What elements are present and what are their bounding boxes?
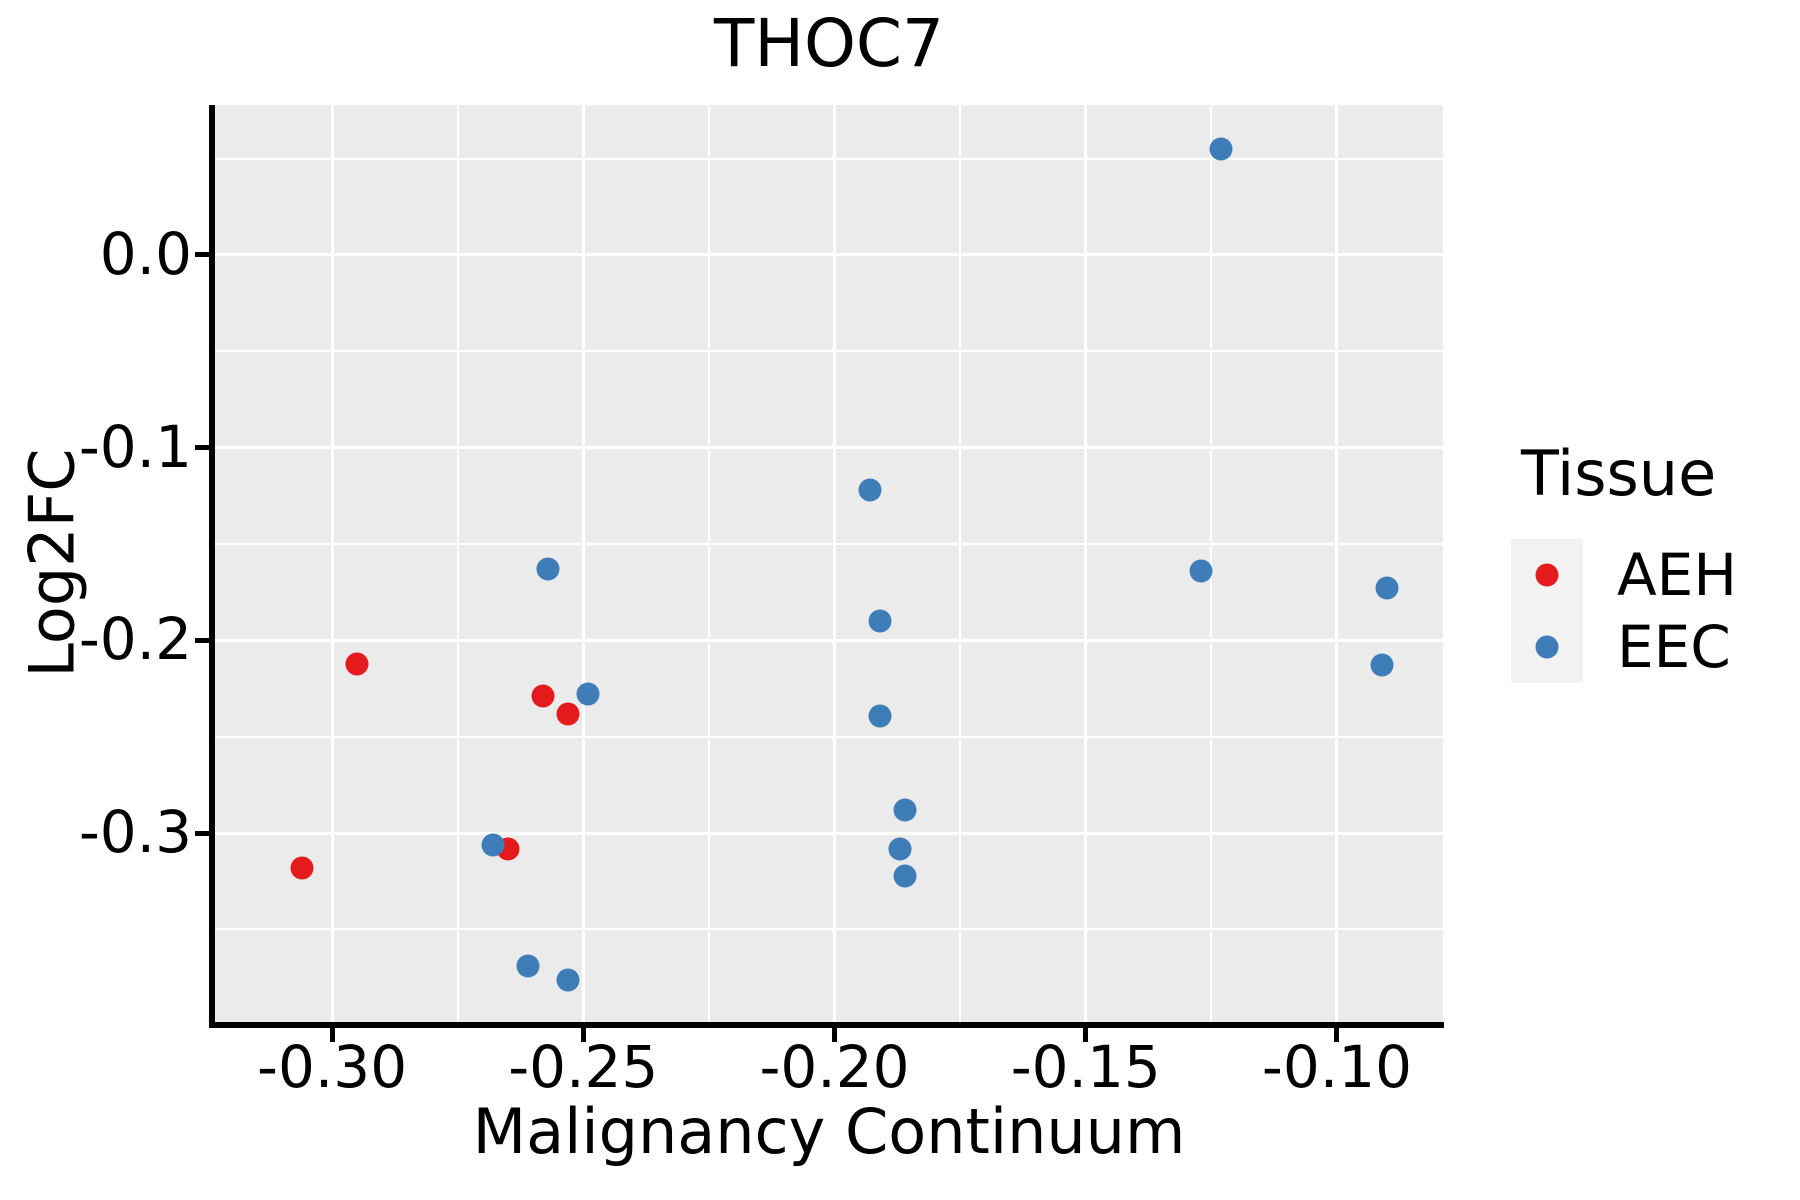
- legend: AEH EEC: [1511, 539, 1737, 683]
- y-tick-label: -0.2: [78, 605, 192, 674]
- data-point-eec: [1209, 137, 1233, 161]
- data-point-aeh: [556, 702, 580, 726]
- data-point-eec: [516, 954, 540, 978]
- x-major-gridline: [330, 105, 334, 1022]
- x-major-gridline: [581, 105, 585, 1022]
- data-point-eec: [556, 968, 580, 992]
- data-point-eec: [1370, 653, 1394, 677]
- x-tick-label: -0.10: [1261, 1033, 1413, 1101]
- x-tick-mark: [329, 1028, 335, 1042]
- y-tick-label: -0.1: [78, 412, 192, 481]
- x-minor-gridline: [959, 105, 962, 1022]
- legend-key: [1511, 611, 1583, 683]
- data-point-eec: [888, 837, 912, 861]
- chart-title: THOC7: [714, 5, 944, 82]
- x-minor-gridline: [456, 105, 459, 1022]
- x-tick-label: -0.15: [1010, 1033, 1161, 1101]
- y-axis-line: [209, 105, 215, 1028]
- y-minor-gridline: [214, 735, 1443, 738]
- y-minor-gridline: [214, 350, 1443, 353]
- y-tick-mark: [195, 637, 209, 643]
- y-minor-gridline: [214, 157, 1443, 160]
- y-tick-mark: [195, 252, 209, 258]
- data-point-eec: [893, 798, 917, 822]
- data-point-aeh: [345, 652, 369, 676]
- legend-label: AEH: [1617, 541, 1737, 609]
- x-major-gridline: [1335, 105, 1339, 1022]
- y-tick-mark: [195, 830, 209, 836]
- y-minor-gridline: [214, 928, 1443, 931]
- y-major-gridline: [214, 446, 1443, 450]
- legend-label: EEC: [1617, 613, 1731, 681]
- x-tick-mark: [832, 1028, 838, 1042]
- x-major-gridline: [1084, 105, 1088, 1022]
- y-major-gridline: [214, 831, 1443, 835]
- y-major-gridline: [214, 253, 1443, 257]
- legend-entry-eec: EEC: [1511, 611, 1737, 683]
- y-tick-mark: [195, 445, 209, 451]
- data-point-eec: [868, 704, 892, 728]
- legend-dot-aeh: [1535, 563, 1559, 587]
- y-tick-label: -0.3: [78, 798, 192, 867]
- x-tick-label: -0.25: [508, 1033, 659, 1101]
- data-point-eec: [576, 682, 600, 706]
- x-tick-mark: [1334, 1028, 1340, 1042]
- x-minor-gridline: [1210, 105, 1213, 1022]
- legend-title: Tissue: [1521, 437, 1717, 510]
- y-tick-label: 0.0: [99, 220, 192, 289]
- data-point-eec: [868, 609, 892, 633]
- x-tick-mark: [580, 1028, 586, 1042]
- data-point-eec: [1375, 576, 1399, 600]
- data-point-eec: [1189, 559, 1213, 583]
- x-tick-label: -0.30: [257, 1033, 408, 1101]
- data-point-eec: [893, 864, 917, 888]
- x-axis-line: [209, 1022, 1444, 1028]
- legend-entry-aeh: AEH: [1511, 539, 1737, 611]
- data-point-eec: [481, 833, 505, 857]
- legend-key: [1511, 539, 1583, 611]
- data-point-eec: [858, 478, 882, 502]
- data-point-aeh: [531, 684, 555, 708]
- y-axis-title: Log2FC: [15, 448, 89, 678]
- data-point-aeh: [290, 856, 314, 880]
- x-major-gridline: [833, 105, 837, 1022]
- x-tick-mark: [1083, 1028, 1089, 1042]
- x-minor-gridline: [707, 105, 710, 1022]
- plot-panel: [214, 105, 1443, 1022]
- legend-dot-eec: [1535, 635, 1559, 659]
- y-major-gridline: [214, 638, 1443, 642]
- x-axis-title: Malignancy Continuum: [472, 1095, 1186, 1168]
- x-tick-label: -0.20: [759, 1033, 910, 1101]
- data-point-eec: [536, 557, 560, 581]
- y-minor-gridline: [214, 543, 1443, 546]
